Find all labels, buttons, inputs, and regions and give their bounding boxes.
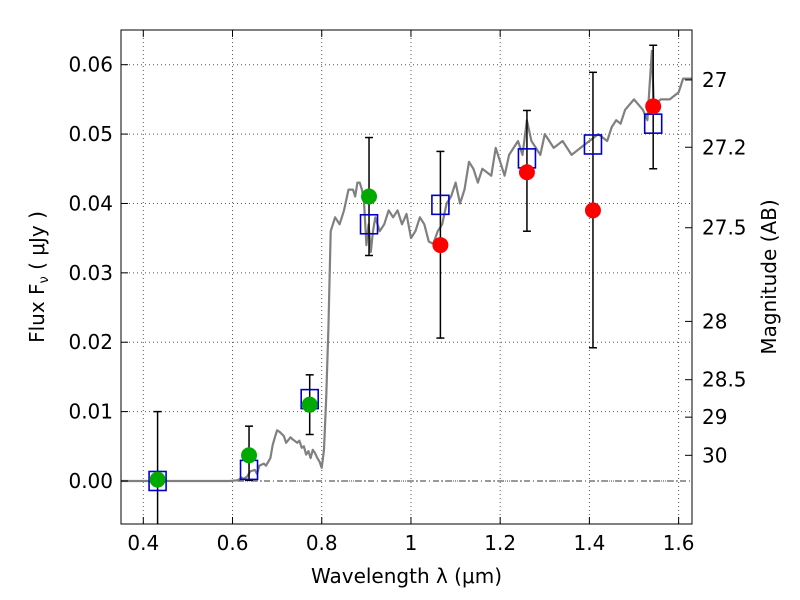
- red-data-point: [645, 98, 662, 115]
- green-data-point: [149, 471, 166, 488]
- right-tick-label: 30: [702, 443, 727, 467]
- x-tick-label: 1.4: [573, 531, 605, 555]
- red-data-point: [432, 237, 449, 254]
- right-tick-label: 28: [702, 309, 727, 333]
- plot-frame: [120, 29, 693, 525]
- model-spectrum-line: [121, 49, 692, 483]
- y-tick-label: 0.02: [68, 330, 113, 354]
- y-axis-label: Flux Fν ( μJy ): [25, 211, 52, 343]
- y-tick-label: 0.03: [68, 261, 113, 285]
- right-tick-label: 27.2: [702, 135, 747, 159]
- model-box: [583, 134, 603, 155]
- model-box: [148, 470, 167, 492]
- grid-lines: [121, 30, 692, 524]
- y-axis-label-main: Flux F: [25, 283, 49, 342]
- x-tick-label: 0.4: [127, 531, 159, 555]
- right-tick-label: 27.5: [702, 216, 747, 240]
- model-box: [359, 213, 379, 235]
- red-data-point: [584, 202, 601, 219]
- axis-ticks: 0.4 0.6 0.8 1 1.2 1.4 1.6 0.00 0.01 0.02 0.03 0.04 0…: [68, 30, 747, 555]
- y-axis-label-unit: ( μJy ): [25, 211, 49, 276]
- observed-points: [149, 98, 662, 488]
- right-tick-label: 29: [702, 405, 727, 429]
- right-tick-label: 28.5: [702, 368, 747, 392]
- green-data-point: [241, 447, 258, 464]
- y-tick-label: 0.04: [68, 191, 113, 215]
- y-tick-label: 0.06: [68, 53, 113, 77]
- green-data-point: [361, 188, 378, 205]
- right-axis-label: Magnitude (AB): [757, 199, 781, 354]
- x-tick-label: 1.6: [663, 531, 695, 555]
- x-tick-label: 0.6: [217, 531, 249, 555]
- model-photometry-boxes: [148, 113, 663, 492]
- y-axis-label-subscript: ν: [37, 276, 52, 283]
- model-box: [431, 194, 450, 216]
- green-data-point: [301, 396, 318, 413]
- x-tick-label: 1.2: [484, 531, 516, 555]
- y-tick-label: 0.05: [68, 122, 113, 146]
- x-tick-label: 0.8: [306, 531, 338, 555]
- red-data-point: [518, 164, 535, 181]
- error-bars: [153, 44, 658, 524]
- y-tick-label: 0.01: [68, 400, 113, 424]
- x-tick-label: 1: [405, 531, 418, 555]
- x-axis-label: Wavelength λ (μm): [311, 564, 502, 588]
- model-spectrum: [121, 49, 692, 483]
- y-tick-label: 0.00: [68, 469, 113, 493]
- right-tick-label: 27: [702, 68, 727, 92]
